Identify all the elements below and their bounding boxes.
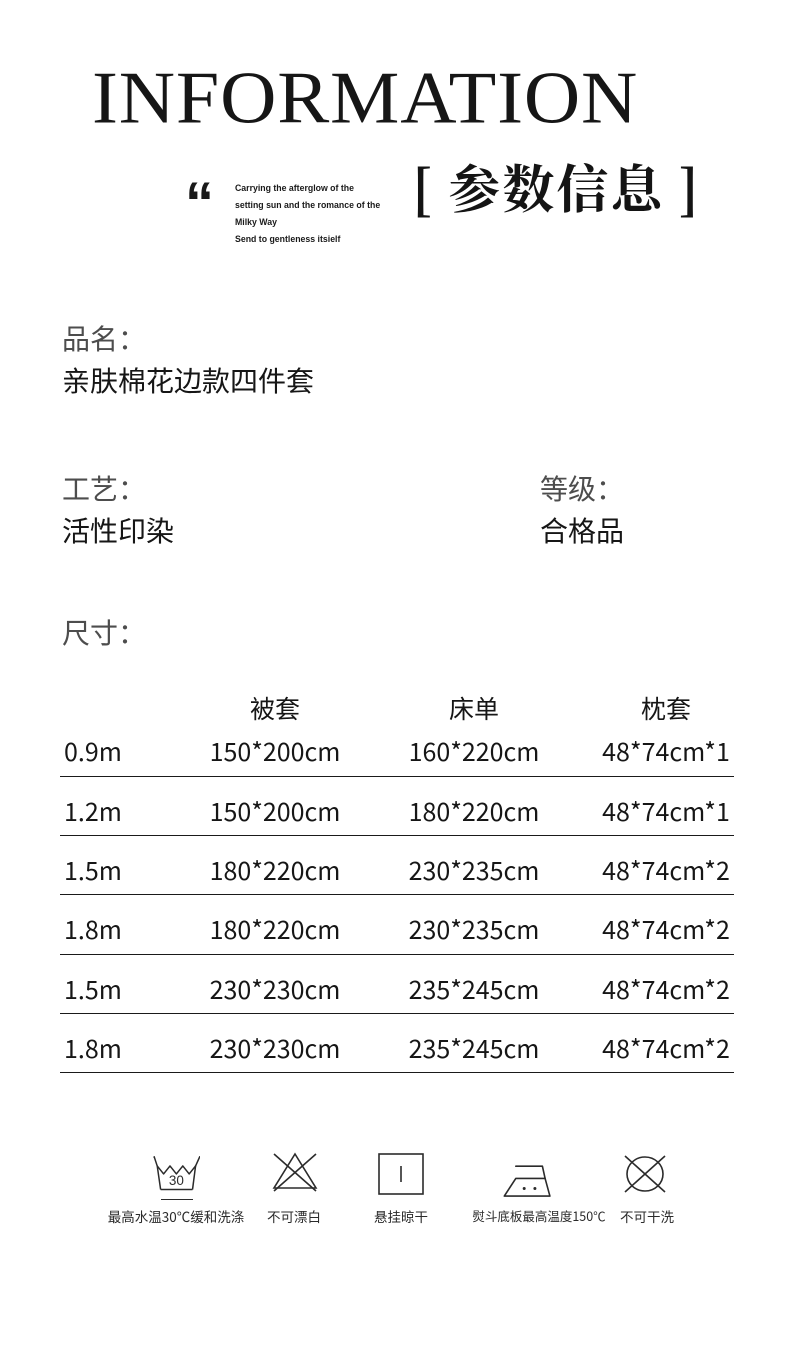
svg-text:30: 30 <box>169 1173 184 1188</box>
